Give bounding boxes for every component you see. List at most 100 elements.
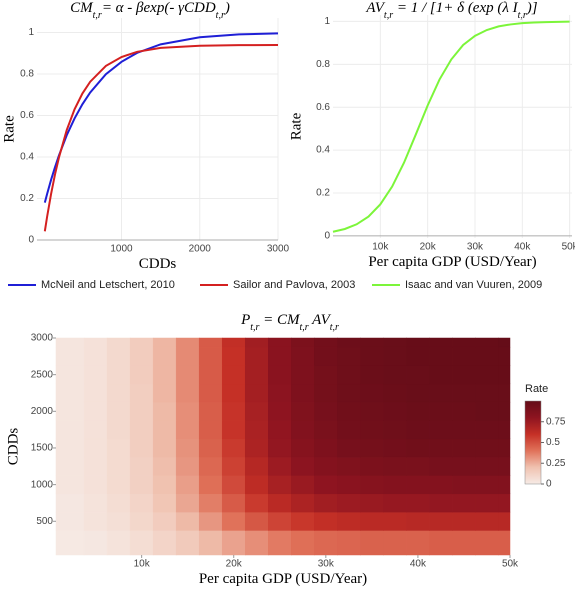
contour-cell — [383, 438, 407, 458]
x-tick-label: 50k — [502, 559, 519, 570]
contour-cell — [268, 337, 292, 348]
contour-cell — [291, 456, 315, 476]
contour-cell — [198, 493, 223, 513]
contour-cell — [152, 365, 177, 385]
x-tick-label: 10k — [372, 242, 389, 253]
contour-cell — [244, 438, 269, 458]
contour-cell — [175, 337, 200, 348]
x-axis-title: Per capita GDP (USD/Year) — [368, 254, 536, 270]
contour-cell — [475, 365, 499, 385]
y-tick-label: 0 — [324, 230, 330, 241]
contour-cell — [244, 530, 269, 556]
contour-cell — [244, 365, 269, 385]
y-tick-label: 500 — [36, 516, 53, 527]
contour-cell — [429, 365, 453, 385]
contour-cell — [129, 365, 154, 385]
title-part: t,r — [384, 10, 393, 21]
contour-cell — [452, 337, 476, 348]
contour-cell — [221, 383, 246, 403]
x-axis-title: Per capita GDP (USD/Year) — [199, 571, 367, 587]
contour-cell — [198, 337, 223, 348]
contour-cell — [475, 530, 499, 556]
contour-cell — [152, 401, 177, 421]
line-series — [332, 20, 570, 233]
contour-cell — [129, 438, 154, 458]
contour-cell — [406, 383, 430, 403]
contour-cell — [198, 511, 223, 531]
contour-cell — [83, 493, 108, 513]
contour-cell — [475, 337, 499, 348]
contour-cell — [106, 337, 131, 348]
contour-cell — [429, 475, 453, 495]
contour-cell — [83, 383, 108, 403]
contour-cell — [83, 420, 108, 440]
contour-cell — [498, 493, 511, 513]
contour-cell — [83, 475, 108, 495]
x-tick-label: 40k — [514, 242, 531, 253]
contour-cell — [175, 530, 200, 556]
contour-cell — [175, 365, 200, 385]
title-part: t,r — [93, 10, 102, 21]
contour-cell — [498, 337, 511, 348]
contour-cell — [106, 475, 131, 495]
contour-cell — [337, 401, 361, 421]
contour-cell — [406, 456, 430, 476]
contour-cell — [383, 420, 407, 440]
contour-cell — [198, 420, 223, 440]
contour-cell — [406, 438, 430, 458]
contour-cell — [55, 383, 85, 403]
contour-cell — [268, 530, 292, 556]
contour-cell — [152, 530, 177, 556]
contour-cell — [244, 493, 269, 513]
contour-cell — [383, 337, 407, 348]
contour-cell — [475, 438, 499, 458]
contour-cell — [429, 456, 453, 476]
contour-cell — [106, 401, 131, 421]
contour-cell — [268, 438, 292, 458]
contour-cell — [83, 401, 108, 421]
contour-cell — [406, 530, 430, 556]
contour-cell — [129, 475, 154, 495]
contour-cell — [429, 530, 453, 556]
legend-label: Sailor and Pavlova, 2003 — [233, 279, 355, 291]
title-part: t,r — [250, 322, 259, 333]
contour-cell — [268, 456, 292, 476]
contour-cell — [406, 337, 430, 348]
contour-cell — [198, 530, 223, 556]
contour-cell — [360, 337, 384, 348]
contour-cell — [452, 511, 476, 531]
contour-cell — [268, 365, 292, 385]
contour-cell — [475, 346, 499, 366]
x-axis-title: CDDs — [139, 256, 177, 272]
colorbar-tick-label: 0.5 — [546, 437, 560, 448]
contour-cell — [452, 475, 476, 495]
x-tick-label: 50k — [562, 242, 575, 253]
contour-cell — [383, 365, 407, 385]
contour-cell — [475, 401, 499, 421]
y-tick-label: 2000 — [31, 406, 54, 417]
contour-cell — [106, 383, 131, 403]
contour-cell — [129, 337, 154, 348]
colorbar-tick-label: 0.75 — [546, 416, 566, 427]
contour-cell — [406, 493, 430, 513]
contour-cell — [429, 493, 453, 513]
contour-cell — [383, 493, 407, 513]
contour-cell — [475, 456, 499, 476]
colorbar-tick-label: 0.25 — [546, 458, 566, 469]
line-series — [43, 43, 279, 232]
contour-cell — [314, 420, 338, 440]
contour-cell — [175, 420, 200, 440]
contour-cell — [383, 346, 407, 366]
contour-cell — [498, 346, 511, 366]
contour-cell — [452, 456, 476, 476]
x-tick-label: 3000 — [267, 244, 290, 255]
contour-cell — [106, 365, 131, 385]
contour-cell — [452, 383, 476, 403]
contour-cell — [337, 420, 361, 440]
x-tick-label: 2000 — [189, 244, 212, 255]
contour-cell — [429, 420, 453, 440]
contour-cell — [475, 511, 499, 531]
contour-cell — [221, 438, 246, 458]
contour-cell — [291, 438, 315, 458]
contour-cell — [429, 438, 453, 458]
